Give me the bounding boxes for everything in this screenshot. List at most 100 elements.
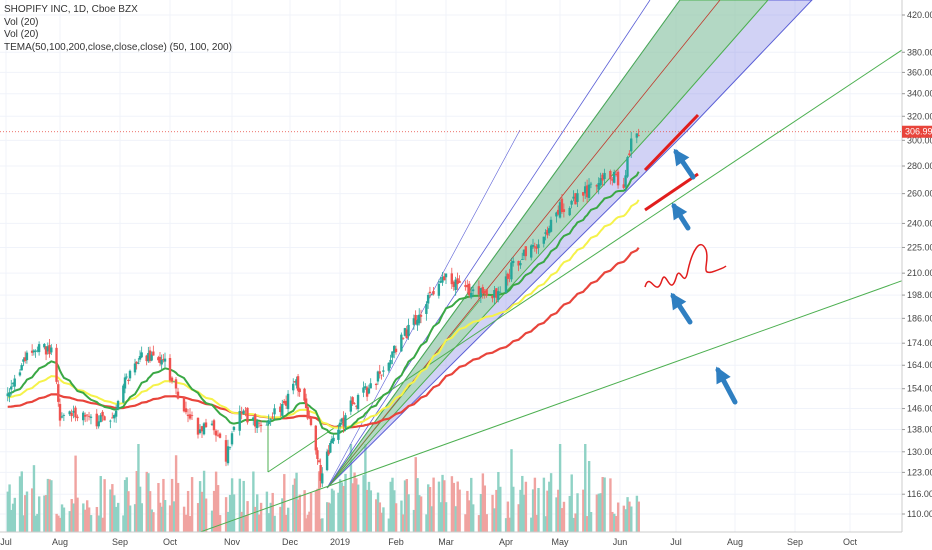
candle[interactable] bbox=[103, 415, 106, 421]
candle[interactable] bbox=[391, 351, 394, 365]
candle[interactable] bbox=[70, 409, 73, 422]
candle[interactable] bbox=[109, 419, 112, 429]
candle[interactable] bbox=[228, 446, 232, 450]
candle[interactable] bbox=[364, 383, 367, 390]
candle[interactable] bbox=[306, 405, 309, 421]
candle[interactable] bbox=[466, 279, 469, 294]
candle[interactable] bbox=[286, 390, 290, 413]
candle[interactable] bbox=[630, 131, 633, 158]
candle[interactable] bbox=[450, 267, 454, 290]
candle[interactable] bbox=[589, 181, 593, 189]
candle[interactable] bbox=[394, 345, 398, 355]
candle[interactable] bbox=[574, 193, 577, 205]
candle[interactable] bbox=[367, 384, 371, 395]
candle[interactable] bbox=[8, 388, 11, 403]
candle[interactable] bbox=[535, 244, 538, 254]
candle[interactable] bbox=[112, 413, 116, 423]
candle[interactable] bbox=[439, 277, 442, 284]
candle[interactable] bbox=[456, 272, 459, 290]
candle[interactable] bbox=[493, 286, 496, 305]
candle[interactable] bbox=[10, 379, 13, 396]
candle[interactable] bbox=[232, 425, 236, 432]
candle[interactable] bbox=[522, 249, 526, 260]
candle[interactable] bbox=[355, 405, 358, 410]
candle[interactable] bbox=[340, 417, 344, 426]
candle[interactable] bbox=[128, 369, 132, 382]
candle[interactable] bbox=[437, 279, 441, 299]
candle[interactable] bbox=[498, 286, 502, 293]
candle[interactable] bbox=[443, 273, 446, 281]
candle[interactable] bbox=[444, 273, 448, 284]
candle[interactable] bbox=[546, 226, 549, 239]
candle[interactable] bbox=[508, 268, 511, 283]
candle[interactable] bbox=[481, 284, 484, 299]
candle[interactable] bbox=[418, 308, 421, 326]
candle[interactable] bbox=[477, 280, 481, 299]
candle[interactable] bbox=[583, 181, 587, 200]
candle[interactable] bbox=[468, 280, 471, 298]
candle[interactable] bbox=[542, 236, 545, 248]
candle[interactable] bbox=[20, 363, 23, 371]
candle[interactable] bbox=[254, 413, 257, 433]
candle[interactable] bbox=[147, 346, 150, 363]
candle[interactable] bbox=[603, 168, 606, 186]
candle[interactable] bbox=[25, 350, 29, 364]
candle[interactable] bbox=[58, 398, 62, 427]
candle[interactable] bbox=[111, 412, 114, 419]
candle[interactable] bbox=[432, 287, 435, 296]
candle[interactable] bbox=[101, 410, 104, 422]
candle[interactable] bbox=[150, 351, 153, 362]
candle[interactable] bbox=[133, 358, 137, 376]
candle[interactable] bbox=[244, 406, 247, 417]
candle[interactable] bbox=[162, 354, 165, 363]
candle[interactable] bbox=[32, 349, 36, 356]
candle[interactable] bbox=[218, 432, 222, 439]
candle[interactable] bbox=[510, 257, 513, 282]
candle[interactable] bbox=[454, 276, 457, 296]
candle[interactable] bbox=[469, 286, 473, 300]
candle[interactable] bbox=[400, 332, 403, 352]
candle[interactable] bbox=[114, 404, 118, 423]
candle[interactable] bbox=[557, 205, 560, 216]
candle[interactable] bbox=[570, 199, 573, 209]
candle[interactable] bbox=[224, 434, 228, 467]
candle[interactable] bbox=[407, 318, 410, 340]
candle[interactable] bbox=[365, 385, 369, 402]
candle[interactable] bbox=[50, 344, 53, 356]
candle[interactable] bbox=[298, 387, 301, 397]
candle[interactable] bbox=[524, 246, 527, 261]
candle[interactable] bbox=[349, 396, 353, 416]
candle[interactable] bbox=[163, 352, 167, 368]
candle[interactable] bbox=[255, 418, 259, 434]
candle[interactable] bbox=[89, 414, 93, 425]
candle[interactable] bbox=[342, 411, 345, 433]
candle[interactable] bbox=[314, 424, 318, 455]
candle[interactable] bbox=[279, 403, 282, 417]
candle[interactable] bbox=[137, 358, 140, 365]
candle[interactable] bbox=[595, 184, 598, 193]
candle[interactable] bbox=[160, 354, 163, 370]
candle[interactable] bbox=[624, 169, 627, 192]
candle[interactable] bbox=[308, 410, 311, 420]
price-axis[interactable]: 420.00 380.00 360.00 340.00 320.00 300.00 280.… bbox=[901, 0, 932, 550]
study-vol-1[interactable]: Vol (20) bbox=[4, 16, 39, 28]
candle[interactable] bbox=[537, 239, 540, 255]
time-axis[interactable]: Jul Aug Sep Oct Nov Dec 2019 Feb Mar Apr May Jun Jul… bbox=[0, 531, 932, 550]
candle[interactable] bbox=[401, 337, 405, 340]
study-vol-2[interactable]: Vol (20) bbox=[4, 29, 39, 40]
candle[interactable] bbox=[267, 414, 270, 426]
candle[interactable] bbox=[57, 380, 60, 407]
candle[interactable] bbox=[190, 411, 194, 421]
candle[interactable] bbox=[414, 310, 417, 325]
candle[interactable] bbox=[76, 414, 79, 422]
candle[interactable] bbox=[614, 170, 618, 177]
candle[interactable] bbox=[416, 315, 419, 331]
candle[interactable] bbox=[533, 242, 536, 252]
candle[interactable] bbox=[351, 396, 354, 406]
candle[interactable] bbox=[576, 189, 579, 208]
candle[interactable] bbox=[62, 413, 66, 422]
candle[interactable] bbox=[338, 419, 342, 432]
candle[interactable] bbox=[531, 238, 535, 249]
candle[interactable] bbox=[585, 179, 589, 204]
